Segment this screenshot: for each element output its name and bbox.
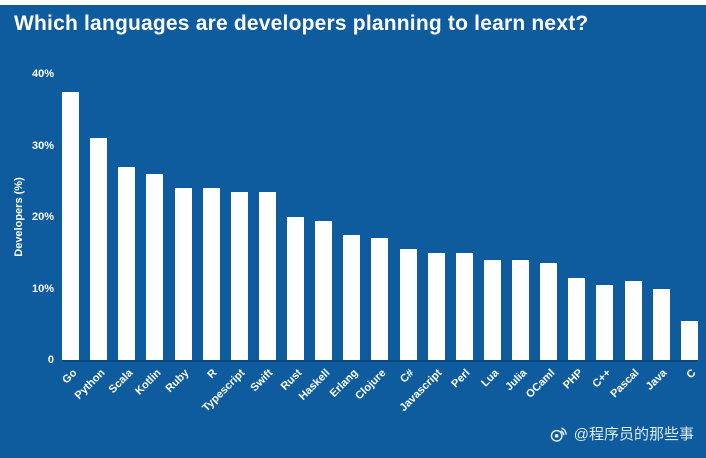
watermark-text: @程序员的那些事	[573, 426, 694, 443]
bar	[62, 91, 79, 360]
bar	[287, 217, 304, 360]
bar	[343, 234, 361, 360]
bar	[399, 249, 417, 360]
bar	[315, 220, 333, 360]
bar	[371, 238, 389, 360]
bar	[540, 263, 558, 360]
bar	[202, 188, 220, 360]
bar	[512, 259, 529, 360]
bar	[596, 284, 614, 360]
bar	[483, 259, 501, 360]
bar	[624, 281, 642, 360]
bar	[568, 277, 586, 360]
y-tick-label: 40%	[31, 68, 54, 80]
y-tick-label: 20%	[31, 211, 54, 223]
weibo-icon	[550, 427, 567, 442]
y-tick-label: 0	[47, 354, 54, 366]
y-tick-label: 30%	[31, 139, 54, 152]
watermark: @程序员的那些事	[549, 423, 694, 444]
bar	[680, 320, 698, 360]
bar	[90, 138, 108, 360]
bar	[230, 191, 248, 360]
bar	[146, 174, 164, 360]
top-strip	[0, 0, 706, 5]
bar	[118, 166, 136, 360]
bar	[427, 252, 445, 360]
bar	[652, 288, 670, 360]
chart-title: Which languages are developers planning …	[14, 12, 589, 35]
bar	[174, 188, 192, 360]
bar	[258, 191, 276, 360]
y-tick-label: 10%	[31, 282, 54, 295]
plot-area	[62, 74, 698, 362]
bar	[455, 252, 473, 360]
